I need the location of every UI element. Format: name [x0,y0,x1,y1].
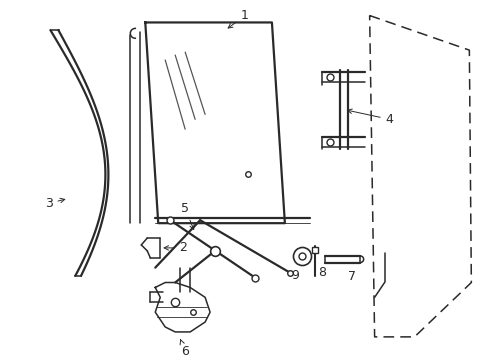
Text: 2: 2 [164,242,187,255]
Text: 6: 6 [180,339,189,358]
Text: 7: 7 [347,270,355,283]
Text: 8: 8 [317,266,325,279]
Text: 9: 9 [290,269,298,282]
Text: 5: 5 [181,202,194,229]
Text: 1: 1 [228,9,248,28]
Text: 3: 3 [44,197,64,210]
Text: 4: 4 [347,109,393,126]
